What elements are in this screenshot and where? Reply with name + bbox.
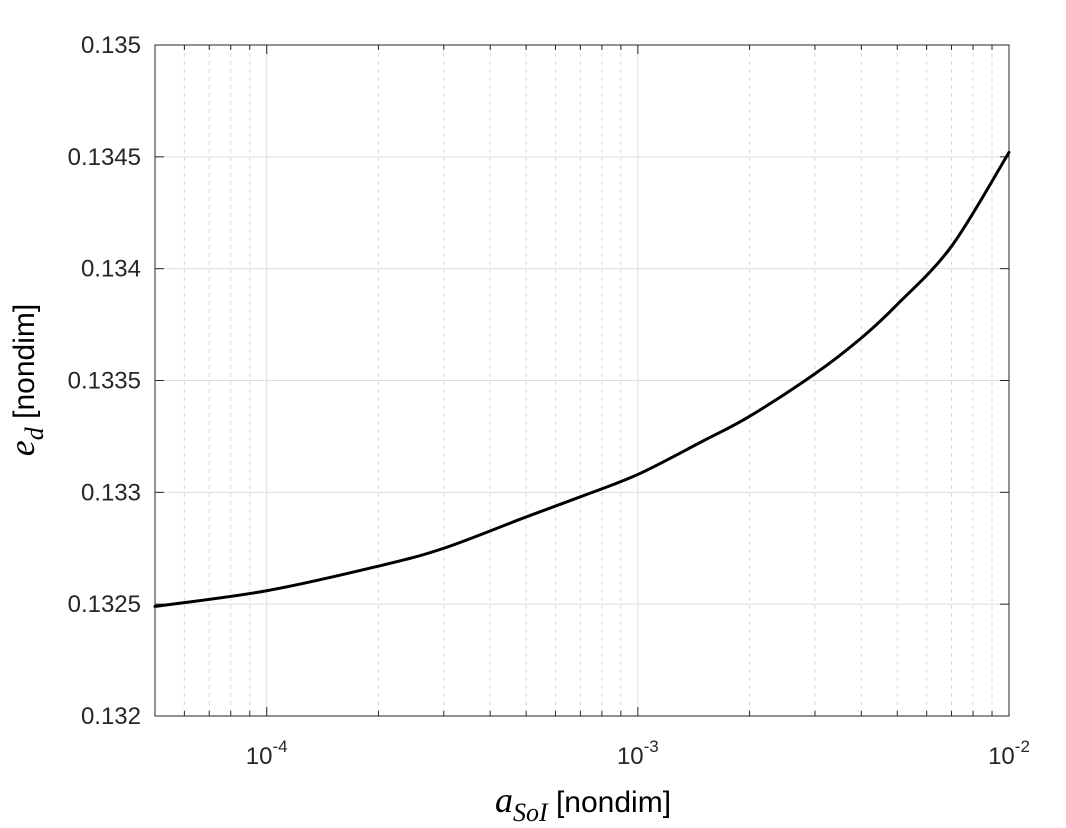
y-tick-label: 0.1325 (68, 591, 141, 618)
y-axis-title: ed [nondim] (2, 304, 49, 456)
y-tick-label: 0.134 (81, 256, 141, 283)
x-tick-label-exponent: -2 (1015, 737, 1030, 756)
y-tick-label: 0.1345 (68, 144, 141, 171)
x-tick-label-exponent: -4 (273, 737, 288, 756)
y-axis-subscript: d (20, 426, 49, 440)
y-tick-label: 0.1335 (68, 368, 141, 395)
minor-grid (183, 45, 993, 716)
x-tick-label-base: 10 (617, 743, 644, 770)
major-grid (155, 44, 1010, 717)
y-tick-label: 0.133 (81, 479, 141, 506)
x-tick-label-base: 10 (246, 743, 273, 770)
y-axis-symbol: e (2, 440, 42, 456)
y-axis-ticks: 0.132 0.1325 0.133 0.1335 0.134 0.1345 0.135 (68, 32, 1009, 730)
x-axis-ticks: 10-4 10-3 10-2 (246, 45, 1030, 770)
y-tick-label: 0.132 (81, 703, 141, 730)
y-axis-units: [nondim] (8, 304, 41, 427)
x-axis-units: [nondim] (548, 786, 671, 819)
x-tick-label-exponent: -3 (644, 737, 659, 756)
x-axis-subscript: SoI (513, 798, 549, 827)
series-line (153, 150, 1011, 608)
x-tick-label: 10-2 (988, 737, 1030, 770)
x-tick-label: 10-4 (246, 737, 288, 770)
x-tick-label-base: 10 (988, 743, 1015, 770)
y-tick-label: 0.135 (81, 32, 141, 59)
x-tick-label: 10-3 (617, 737, 659, 770)
series-layer (153, 150, 1011, 608)
x-axis-symbol: a (495, 780, 513, 820)
x-axis-title: aSoI [nondim] (495, 780, 671, 827)
